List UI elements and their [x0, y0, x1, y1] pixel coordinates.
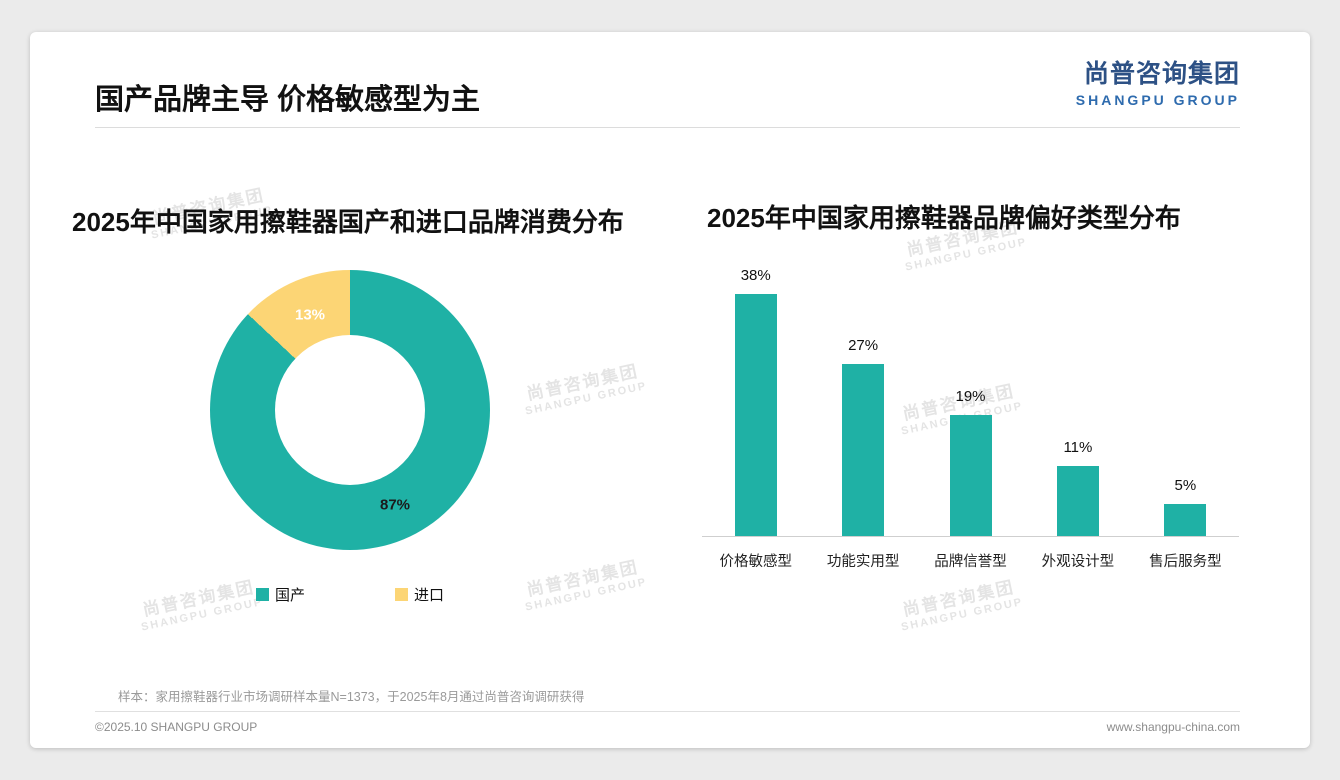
- bar-category-row: 价格敏感型 功能实用型 品牌信誉型 外观设计型 售后服务型: [702, 538, 1239, 571]
- bar: [1056, 465, 1099, 536]
- donut-chart: 87% 13%: [210, 270, 490, 550]
- donut-label-import: 13%: [294, 306, 326, 324]
- bar-column: 11%: [1024, 439, 1131, 536]
- bar-chart-title: 2025年中国家用擦鞋器品牌偏好类型分布: [707, 203, 1181, 233]
- footer-website: www.shangpu-china.com: [1106, 720, 1240, 734]
- watermark: 尚普咨询集团 SHANGPU GROUP: [520, 359, 649, 419]
- donut-hole: [275, 335, 425, 485]
- slide: 尚普咨询集团 SHANGPU GROUP 尚普咨询集团 SHANGPU GROU…: [30, 32, 1310, 748]
- legend-label: 国产: [274, 587, 305, 604]
- watermark-text-en: SHANGPU GROUP: [524, 576, 649, 614]
- bar-category-label: 外观设计型: [1041, 554, 1115, 570]
- logo-text-en: SHANGPU GROUP: [1075, 92, 1240, 108]
- sample-note: 样本：家用擦鞋器行业市场调研样本量N=1373，于2025年8月通过尚普咨询调研…: [118, 690, 585, 704]
- bar-value-label: 5%: [1174, 477, 1197, 495]
- header-divider: [95, 127, 1240, 128]
- watermark-text-en: SHANGPU GROUP: [524, 380, 649, 418]
- bar-plot: 38% 27% 19% 11% 5%: [702, 257, 1239, 537]
- bar-category-label: 品牌信誉型: [934, 554, 1007, 570]
- bar-column: 38%: [702, 267, 809, 536]
- donut-chart-title: 2025年中国家用擦鞋器国产和进口品牌消费分布: [72, 207, 624, 237]
- page-title: 国产品牌主导 价格敏感型为主: [95, 84, 481, 116]
- bar-value-label: 38%: [740, 266, 771, 284]
- legend-item-domestic: 国产: [255, 584, 305, 605]
- watermark-text-en: SHANGPU GROUP: [900, 596, 1025, 634]
- bar-value-label: 11%: [1063, 438, 1093, 456]
- legend-swatch: [395, 588, 408, 601]
- bar-value-label: 19%: [955, 387, 986, 405]
- bar: [1164, 504, 1207, 536]
- watermark: 尚普咨询集团 SHANGPU GROUP: [896, 575, 1025, 635]
- bar-category-label: 价格敏感型: [719, 554, 792, 570]
- legend-swatch: [255, 588, 269, 601]
- donut-legend: 国产 进口: [180, 584, 520, 605]
- bar-column: 27%: [809, 337, 916, 536]
- bar-value-label: 27%: [848, 336, 879, 354]
- bar-category-label: 售后服务型: [1149, 554, 1222, 570]
- bar-column: 5%: [1132, 477, 1239, 536]
- legend-label: 进口: [414, 587, 445, 604]
- legend-item-import: 进口: [395, 584, 444, 605]
- footer-copyright: ©2025.10 SHANGPU GROUP: [95, 720, 258, 734]
- watermark-text-cn: 尚普咨询集团: [901, 577, 1017, 620]
- company-logo: 尚普咨询集团 SHANGPU GROUP: [1076, 54, 1240, 108]
- donut-label-domestic: 87%: [379, 496, 411, 514]
- bar: [842, 363, 885, 536]
- bar: [949, 414, 992, 536]
- watermark: 尚普咨询集团 SHANGPU GROUP: [520, 555, 649, 615]
- footer-divider: [95, 711, 1240, 712]
- logo-text-cn: 尚普咨询集团: [1083, 60, 1240, 88]
- bar: [734, 293, 777, 536]
- watermark-text-cn: 尚普咨询集团: [525, 557, 641, 600]
- watermark-text-cn: 尚普咨询集团: [525, 361, 641, 404]
- bar-column: 19%: [917, 388, 1024, 536]
- bar-category-label: 功能实用型: [826, 554, 900, 570]
